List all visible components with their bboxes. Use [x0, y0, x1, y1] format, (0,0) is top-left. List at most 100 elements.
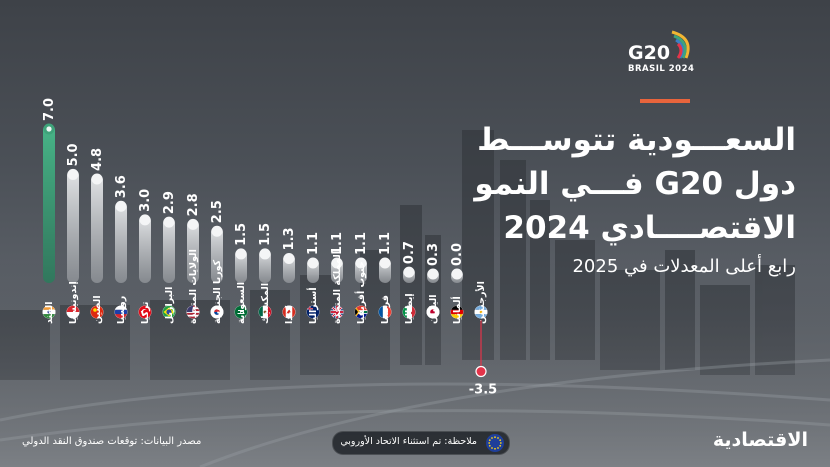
bar-cap — [451, 268, 463, 280]
bar-cap — [403, 266, 415, 278]
category-label: ألمانيا — [450, 296, 463, 324]
mexico-flag-icon — [258, 305, 272, 319]
australia-flag-icon — [306, 305, 320, 319]
value-label: 1.1 — [330, 232, 345, 255]
bar — [187, 219, 199, 283]
category-label: إندونيسيا — [68, 281, 79, 324]
accent-divider — [640, 99, 690, 103]
indonesia-flag-icon-bottom — [66, 312, 80, 319]
bar-cap — [115, 200, 127, 212]
bar-cap — [283, 252, 295, 264]
category-label: البرازيل — [164, 287, 175, 324]
title-line-1: السعـــودية تتوســـط — [477, 122, 796, 158]
italy-flag-icon-band2 — [406, 305, 412, 319]
canada-flag-icon — [282, 305, 296, 319]
saudi-flag-icon-field — [234, 305, 248, 319]
argentina-flag-icon-band3 — [474, 314, 488, 319]
value-label: 3.0 — [138, 189, 153, 212]
bar-cap — [259, 248, 271, 260]
bar-cap — [211, 225, 223, 237]
argentina-flag-icon-band1 — [474, 305, 488, 310]
italy-flag-icon-band1 — [402, 305, 407, 319]
category-label: تركيا — [140, 302, 151, 324]
bar-cap-dot — [214, 229, 219, 234]
category-label: الهند — [44, 302, 55, 324]
bar-cap — [355, 257, 367, 269]
argentina-flag-icon-sun — [479, 310, 483, 314]
turkey-flag-icon-crescent-cut — [143, 309, 148, 315]
russia-flag-icon — [114, 305, 128, 319]
south-korea-flag-icon — [210, 305, 224, 319]
bar-group-0: 7.0 الهند — [42, 98, 57, 324]
bar-cap-dot — [70, 172, 75, 177]
bar-cap — [427, 268, 439, 280]
bar-group-6: 2.8 الولايات المتحدة — [186, 193, 201, 324]
germany-flag-icon — [450, 305, 464, 319]
south-korea-flag-icon-taeguk-blue — [214, 312, 220, 315]
category-label: المكسيك — [260, 283, 271, 324]
brazil-flag-icon — [162, 305, 176, 319]
negative-marker — [475, 365, 487, 378]
value-label: 2.8 — [186, 193, 201, 216]
category-label: الصين — [92, 295, 103, 324]
bar-cap — [379, 257, 391, 269]
turkey-flag-icon — [138, 305, 152, 319]
france-flag-icon-band2 — [382, 305, 388, 319]
bar-cap — [307, 257, 319, 269]
saudi-flag-icon-script — [238, 310, 244, 311]
usa-flag-icon — [186, 305, 200, 319]
argentina-flag-icon — [474, 305, 488, 319]
canada-flag-icon-left — [282, 305, 286, 319]
eu-flag-icon — [486, 434, 504, 452]
indonesia-flag-icon-top — [66, 305, 80, 312]
south-africa-flag-icon-band-green — [354, 311, 368, 313]
bar-group-4: 3.0 تركيا — [138, 189, 153, 324]
bar — [67, 169, 79, 283]
usa-flag-icon-stripe4 — [186, 312, 200, 315]
category-label: أستراليا — [306, 287, 319, 324]
value-label: 3.6 — [114, 175, 129, 198]
bar-cap-dot — [238, 251, 243, 256]
bar-group-18: -3.5 الأرجنتين — [469, 281, 497, 397]
value-label: 1.5 — [234, 223, 249, 246]
bar-group-5: 2.9 البرازيل — [162, 191, 177, 324]
value-label: 5.0 — [66, 143, 81, 166]
bar — [163, 217, 175, 283]
mexico-flag-icon-emblem — [263, 310, 267, 314]
g20-logo-text: G20 — [628, 42, 671, 64]
category-label: السعودية — [236, 282, 247, 324]
bar-cap-dot — [142, 217, 147, 222]
india-flag-icon-band1 — [42, 305, 56, 310]
india-flag-icon — [42, 305, 56, 319]
value-label: 1.1 — [378, 232, 393, 255]
bar-cap — [139, 214, 151, 226]
bar-cap — [163, 216, 175, 228]
bar — [43, 124, 55, 283]
saudi-flag-icon — [234, 305, 248, 319]
france-flag-icon-band3 — [387, 305, 392, 319]
value-label: 0.0 — [450, 243, 465, 266]
note-text: ملاحظة: تم استثناء الاتحاد الأوروبي — [340, 436, 477, 447]
bar-group-16: 0.3 اليابان — [426, 243, 441, 324]
india-flag-icon-band3 — [42, 314, 56, 319]
usa-flag-icon-canton — [186, 305, 193, 312]
bar-group-11: 1.1 أستراليا — [306, 232, 321, 324]
south-africa-flag-icon — [354, 305, 368, 319]
value-label: 0.3 — [426, 243, 441, 266]
category-label: جنوب أفريقيا — [354, 261, 367, 324]
mexico-flag-icon-band3 — [267, 305, 272, 319]
title-line-2: دول G20 فـــي النمو — [474, 166, 796, 202]
bar-group-7: 2.5 كوريا الجنوبية — [210, 200, 225, 324]
value-label: 1.3 — [282, 227, 297, 250]
south-africa-flag-icon-tri-black — [354, 307, 358, 317]
category-label: فرنسا — [380, 295, 391, 324]
germany-flag-icon-band2 — [450, 309, 464, 315]
india-flag-icon-wheel — [47, 310, 51, 314]
category-label: المملكة المتحدة — [332, 251, 343, 324]
uk-flag-icon-v-red — [336, 305, 338, 319]
bar-cap-dot — [46, 126, 52, 132]
g20-logo-icon — [671, 30, 690, 59]
usa-flag-icon-stripe6 — [186, 316, 200, 319]
bar-group-3: 3.6 روسيا — [114, 175, 129, 324]
